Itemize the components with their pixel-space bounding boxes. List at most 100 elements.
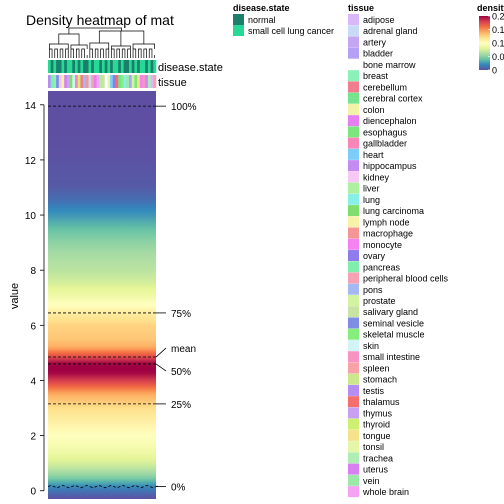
tissue-cell <box>83 75 87 88</box>
tissue-cell <box>150 75 154 88</box>
disease-state-cell <box>134 60 138 73</box>
legend-swatch-tissue <box>348 407 359 419</box>
legend-label-tissue: lung carcinoma <box>363 206 424 216</box>
legend-label-tissue: vein <box>363 476 380 486</box>
legend-label-tissue: small intestine <box>363 352 420 362</box>
heatmap-density-fill <box>48 91 156 499</box>
y-tick-label: 2 <box>30 432 36 443</box>
disease-state-cell <box>123 60 127 73</box>
disease-state-cell <box>142 60 146 73</box>
density-heatmap-body <box>48 91 156 499</box>
legend-swatch-tissue <box>348 115 359 127</box>
legend-swatch-tissue <box>348 238 359 250</box>
y-axis-title: value <box>9 283 21 309</box>
legend-label-tissue: ovary <box>363 251 386 261</box>
legend-swatch-disease-state <box>233 14 244 25</box>
y-axis: 0 2 4 6 8 10 12 14 <box>25 101 45 498</box>
annotation-bars <box>48 60 157 88</box>
legend-swatch-tissue <box>348 205 359 217</box>
legend-swatch-tissue <box>348 182 359 194</box>
tissue-cell <box>93 75 97 88</box>
legend-label-tissue: lung <box>363 195 380 205</box>
legend-swatch-tissue <box>348 351 359 363</box>
tissue-cell <box>112 75 116 88</box>
legend-swatch-tissue <box>348 14 359 25</box>
legend-swatch-tissue <box>348 250 359 262</box>
legend-label-tissue: artery <box>363 37 387 47</box>
y-tick-label: 4 <box>30 376 36 387</box>
disease-state-cell <box>50 60 54 73</box>
disease-state-cell <box>150 60 154 73</box>
legend-swatch-tissue <box>348 171 359 183</box>
quantile-connector <box>155 347 167 358</box>
legend-swatch-tissue <box>348 47 359 59</box>
tissue-cell <box>153 75 157 88</box>
legend-swatch-tissue <box>348 193 359 205</box>
quantile-label: 100% <box>171 102 197 113</box>
legend-swatch-tissue <box>348 474 359 486</box>
disease-state-cell <box>115 60 119 73</box>
legend-label-tissue: bladder <box>363 49 393 59</box>
tissue-cell <box>50 75 54 88</box>
annotation-label-disease-state: disease.state <box>158 62 223 74</box>
disease-state-cell <box>64 60 68 73</box>
density-colorbar-label: 0 <box>492 66 497 76</box>
tissue-cell <box>110 75 114 88</box>
legend-swatch-tissue <box>348 441 359 453</box>
legend-swatch-tissue <box>348 283 359 295</box>
tissue-cell <box>69 75 73 88</box>
legend-label-tissue: stomach <box>363 375 397 385</box>
legend-label-tissue: bone marrow <box>363 60 416 70</box>
disease-state-cell <box>66 60 70 73</box>
legend-label-tissue: tongue <box>363 431 391 441</box>
disease-state-cell <box>69 60 73 73</box>
legend-label-tissue: prostate <box>363 296 396 306</box>
legend-label-tissue: kidney <box>363 172 390 182</box>
legend-label-tissue: seminal vesicle <box>363 318 424 328</box>
tissue-cell <box>58 75 62 88</box>
tissue-cell <box>118 75 122 88</box>
quantile-label: 50% <box>171 367 191 378</box>
disease-state-cell <box>96 60 100 73</box>
legend-label-tissue: hippocampus <box>363 161 417 171</box>
y-tick-label: 0 <box>30 487 36 498</box>
disease-state-cell <box>91 60 95 73</box>
legend-swatch-tissue <box>348 418 359 430</box>
density-colorbar-label: 0.1 <box>492 39 504 49</box>
tissue-cell <box>53 75 57 88</box>
legend-title-disease-state: disease.state <box>233 3 290 13</box>
tissue-cell <box>102 75 105 88</box>
legend-label-tissue: macrophage <box>363 229 413 239</box>
legend-swatch-tissue <box>348 373 359 385</box>
disease-state-cell <box>107 60 111 73</box>
legend-swatch-tissue <box>348 126 359 138</box>
quantile-label: mean <box>171 344 196 355</box>
disease-state-cell <box>139 60 143 73</box>
tissue-cell <box>91 75 95 88</box>
disease-state-cell <box>53 60 57 73</box>
legend-label-tissue: skin <box>363 341 379 351</box>
disease-state-cell <box>129 60 132 73</box>
legend-title-tissue: tissue <box>348 3 374 13</box>
legend-swatch-tissue <box>348 103 359 115</box>
tissue-cell <box>75 75 78 88</box>
density-colorbar-label: 0.05 <box>492 52 504 62</box>
column-dendrogram <box>49 27 155 58</box>
legend-label-tissue: thalamus <box>363 397 400 407</box>
disease-state-cell <box>137 60 141 73</box>
legend-swatch-tissue <box>348 58 359 70</box>
disease-state-cell <box>48 60 51 73</box>
disease-state-cell <box>77 60 81 73</box>
density-colorbar-label: 0.2 <box>492 12 504 22</box>
disease-state-cell <box>61 60 65 73</box>
legend-label-tissue: salivary gland <box>363 307 418 317</box>
legend-swatch-tissue <box>348 328 359 340</box>
legend-label-tissue: breast <box>363 71 389 81</box>
legend-swatch-tissue <box>348 486 359 498</box>
legend-label-tissue: trachea <box>363 453 393 463</box>
quantile-label: 75% <box>171 309 191 320</box>
legend-swatch-tissue <box>348 295 359 306</box>
tissue-cell <box>80 75 84 88</box>
